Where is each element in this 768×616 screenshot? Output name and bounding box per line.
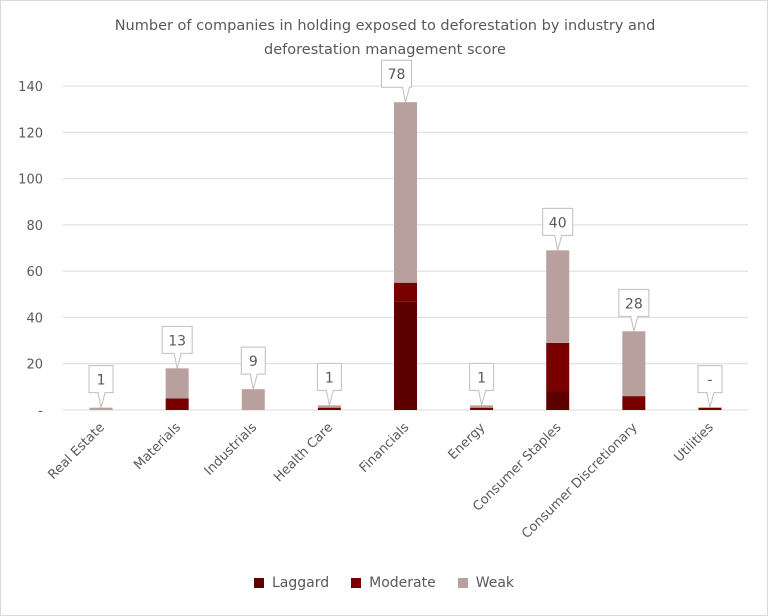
y-tick-label: -	[38, 404, 43, 419]
x-tick-label: Energy	[446, 420, 489, 463]
y-tick-label: 60	[26, 265, 43, 280]
data-callout	[469, 362, 495, 406]
data-label: 40	[549, 215, 567, 231]
chart-title-line-2: deforestation management score	[264, 42, 506, 58]
bar-segment-weak	[546, 250, 570, 343]
x-tick-label: Materials	[131, 420, 184, 473]
x-tick-label: Industrials	[202, 420, 261, 479]
bar-segment-weak	[394, 102, 417, 283]
bar-segment-moderate	[394, 282, 417, 302]
data-callout	[240, 346, 266, 390]
bar-segment-weak	[89, 407, 113, 410]
data-label: 9	[249, 354, 258, 370]
x-tick-label: Utilities	[672, 420, 717, 465]
data-callout	[88, 365, 114, 408]
legend-label: Moderate	[369, 575, 436, 591]
data-label: -	[707, 373, 712, 389]
legend-swatch-weak	[457, 578, 468, 588]
y-tick-label: 40	[26, 311, 43, 326]
bar-segment-moderate	[622, 396, 646, 410]
legend-label: Weak	[475, 575, 515, 591]
bar-segment-weak	[470, 405, 494, 408]
bar-segment-weak	[317, 405, 341, 408]
y-tick-label: 140	[18, 80, 43, 95]
bar-segment-weak	[165, 368, 189, 399]
y-tick-label: 120	[18, 126, 43, 141]
data-callout	[381, 59, 412, 103]
bar-segment-weak	[622, 331, 646, 397]
data-callout	[697, 365, 723, 408]
y-tick-label: 20	[26, 358, 43, 373]
x-tick-label: Real Estate	[45, 420, 107, 482]
data-label: 28	[625, 296, 643, 312]
legend-item-laggard: Laggard	[253, 575, 330, 591]
bar-segment-laggard	[394, 301, 417, 410]
legend: Laggard Moderate Weak	[0, 575, 768, 591]
bar-segment-moderate	[546, 342, 570, 392]
data-callout	[316, 362, 342, 406]
chart-title-line-1: Number of companies in holding exposed t…	[114, 18, 656, 34]
data-label: 78	[388, 67, 406, 83]
bar-segment-laggard	[546, 391, 570, 410]
bar-segment-moderate	[470, 407, 494, 410]
legend-item-moderate: Moderate	[351, 575, 436, 591]
data-label: 1	[325, 370, 334, 386]
data-callout	[618, 288, 650, 332]
bar-segment-moderate	[698, 407, 722, 410]
data-label: 13	[168, 333, 186, 349]
bar-segment-weak	[241, 389, 265, 410]
data-label: 1	[477, 370, 486, 386]
data-label: 1	[97, 373, 106, 389]
legend-label: Laggard	[271, 575, 330, 591]
x-tick-label: Health Care	[271, 420, 336, 485]
y-tick-label: 100	[18, 173, 43, 188]
legend-swatch-moderate	[351, 578, 362, 588]
legend-item-weak: Weak	[457, 575, 515, 591]
x-tick-label: Financials	[357, 420, 413, 476]
y-tick-label: 80	[26, 219, 43, 234]
bar-segment-moderate	[165, 398, 189, 410]
legend-swatch-laggard	[253, 578, 264, 588]
data-callout	[542, 207, 574, 251]
bar-segment-moderate	[317, 407, 341, 410]
data-callout	[161, 325, 193, 369]
